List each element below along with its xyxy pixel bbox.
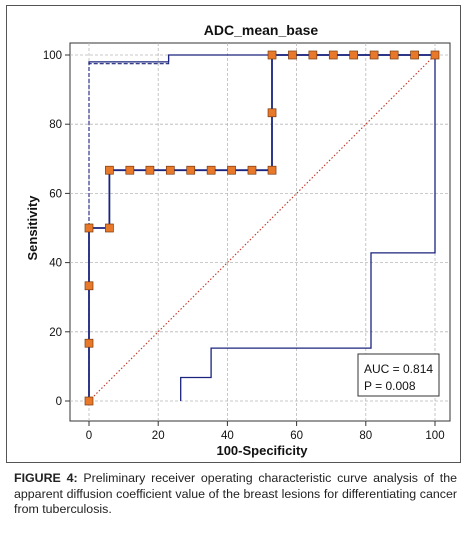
y-tick-label-20: 20 bbox=[49, 327, 62, 339]
series-reference-diagonal bbox=[88, 54, 436, 402]
x-tick-label-60: 60 bbox=[290, 430, 303, 442]
roc-point-marker bbox=[186, 165, 196, 175]
x-tick-label-100: 100 bbox=[425, 430, 444, 442]
roc-point-marker bbox=[84, 338, 94, 348]
roc-point-marker bbox=[125, 165, 135, 175]
stats-box: AUC = 0.814 P = 0.008 bbox=[357, 353, 440, 397]
x-axis-label: 100-Specificity bbox=[216, 443, 308, 458]
series-lower-confidence-bound bbox=[180, 55, 436, 401]
roc-point-marker bbox=[267, 50, 277, 60]
roc-point-marker bbox=[389, 50, 399, 60]
y-tick-label-40: 40 bbox=[49, 258, 62, 270]
p-value-label: P = 0.008 bbox=[364, 379, 416, 393]
roc-point-marker bbox=[105, 165, 114, 175]
x-tick-label-0: 0 bbox=[86, 430, 92, 442]
caption-text: Preliminary receiver operating character… bbox=[14, 471, 457, 516]
roc-point-marker bbox=[328, 50, 338, 60]
caption-label: FIGURE 4: bbox=[14, 471, 78, 485]
roc-point-marker bbox=[84, 396, 94, 406]
roc-chart: ADC_mean_base 0 20 40 60 80 100 0 20 40 60 80 100 A… bbox=[25, 22, 451, 458]
roc-point-marker bbox=[308, 50, 318, 60]
axis-layer: 0 20 40 60 80 100 0 20 40 60 80 100 bbox=[43, 50, 445, 442]
y-tick-label-80: 80 bbox=[49, 119, 62, 131]
roc-point-marker bbox=[105, 223, 114, 233]
x-tick-label-40: 40 bbox=[221, 430, 234, 442]
roc-point-marker bbox=[349, 50, 359, 60]
auc-label: AUC = 0.814 bbox=[364, 362, 433, 376]
roc-point-marker bbox=[84, 223, 94, 233]
roc-point-marker bbox=[288, 50, 297, 60]
x-tick-label-80: 80 bbox=[359, 430, 372, 442]
roc-point-marker bbox=[145, 165, 155, 175]
roc-point-marker bbox=[369, 50, 379, 60]
roc-point-marker bbox=[267, 108, 277, 118]
roc-point-marker bbox=[165, 165, 175, 175]
series-upper-confidence-bound bbox=[88, 54, 435, 401]
roc-point-marker bbox=[410, 50, 419, 60]
y-tick-label-0: 0 bbox=[56, 396, 62, 408]
roc-point-marker bbox=[430, 50, 440, 60]
x-tick-label-20: 20 bbox=[152, 430, 165, 442]
y-axis-label: Sensitivity bbox=[25, 195, 40, 261]
roc-point-marker bbox=[247, 165, 257, 175]
series-upper-confidence-bound-solid bbox=[88, 54, 435, 64]
chart-title: ADC_mean_base bbox=[204, 22, 319, 38]
roc-point-marker bbox=[227, 165, 236, 175]
y-tick-label-100: 100 bbox=[43, 50, 62, 62]
roc-point-marker bbox=[267, 165, 277, 175]
stats-box-frame bbox=[357, 353, 440, 397]
marker-layer bbox=[84, 50, 440, 406]
figure-caption: FIGURE 4: Preliminary receiver operating… bbox=[14, 471, 457, 518]
roc-point-marker bbox=[206, 165, 216, 175]
roc-point-marker bbox=[84, 281, 94, 291]
y-tick-label-60: 60 bbox=[49, 188, 62, 200]
